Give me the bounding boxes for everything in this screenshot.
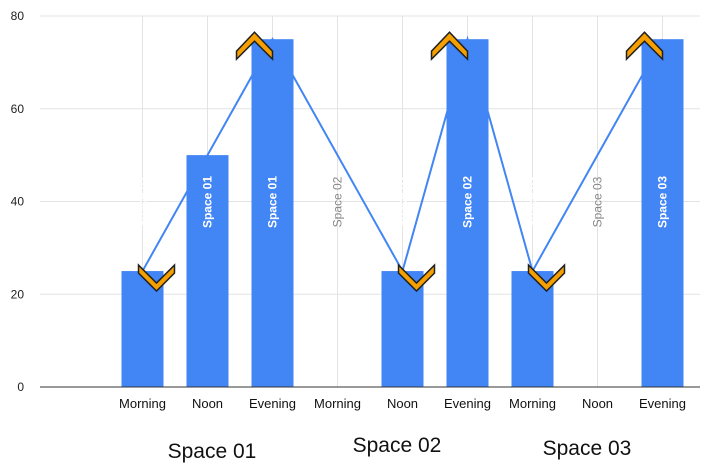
x-tick-label: Morning [119, 396, 166, 411]
chevron-down-marker [137, 263, 176, 293]
bar [251, 39, 294, 387]
bar [186, 155, 229, 387]
group-label: Space 02 [353, 434, 442, 457]
x-tick-label: Morning [509, 396, 556, 411]
y-tick-label: 80 [11, 9, 25, 23]
data-label: Space 01 [136, 176, 150, 228]
data-label: Space 02 [396, 176, 410, 228]
chevron-up-marker [625, 31, 664, 61]
y-tick-label: 60 [11, 102, 25, 116]
chevron-up-marker [430, 31, 469, 61]
data-label: Space 01 [266, 176, 280, 228]
data-label: Space 03 [656, 176, 670, 228]
y-tick-label: 0 [17, 380, 24, 394]
x-tick-label: Noon [387, 396, 418, 411]
line-series [141, 35, 664, 274]
bar [641, 39, 684, 387]
x-tick-label: Evening [249, 396, 296, 411]
line-layer [141, 35, 664, 274]
y-tick-label: 40 [11, 195, 25, 209]
data-label: Space 02 [461, 176, 475, 228]
data-label: Space 02 [331, 176, 345, 227]
chevron-up-marker [235, 31, 274, 61]
x-tick-label: Noon [582, 396, 613, 411]
axis-layer: 0 20 40 60 80 Morning Noon Evening Morning Noon Ev… [11, 9, 700, 463]
x-tick-label: Noon [192, 396, 223, 411]
group-label: Space 01 [168, 440, 257, 463]
marker-layer [137, 31, 664, 293]
chevron-down-marker [397, 263, 436, 293]
y-tick-label: 20 [11, 287, 25, 301]
label-layer: Space 01 Space 01 Space 01 Space 02 Space 02… [136, 176, 670, 228]
data-label: Space 03 [526, 176, 540, 228]
bar-layer [121, 39, 684, 387]
x-tick-label: Morning [314, 396, 361, 411]
x-tick-label: Evening [639, 396, 686, 411]
data-label: Space 01 [201, 176, 215, 228]
chevron-down-marker [527, 263, 566, 293]
bar [446, 39, 489, 387]
data-label: Space 03 [591, 176, 605, 227]
x-tick-label: Evening [444, 396, 491, 411]
group-label: Space 03 [543, 437, 632, 460]
